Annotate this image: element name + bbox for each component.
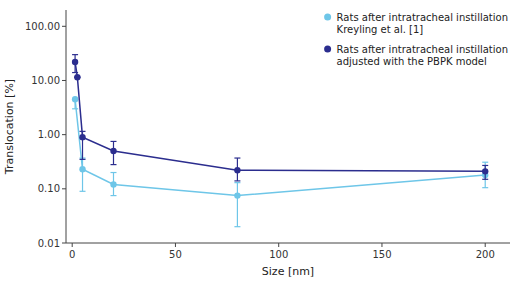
- error-bar-cap: [80, 131, 86, 132]
- y-tick: [62, 188, 66, 189]
- error-bar-cap: [110, 172, 116, 173]
- y-axis-label: Translocation [%]: [3, 79, 16, 175]
- error-bar: [234, 183, 240, 227]
- y-tick: [62, 80, 66, 81]
- error-bar: [80, 131, 86, 159]
- error-bar: [110, 141, 116, 164]
- x-tick: [485, 243, 486, 247]
- error-bar-cap: [72, 72, 78, 73]
- y-axis: [66, 10, 67, 243]
- x-tick-label: 50: [169, 249, 182, 260]
- legend-label-line: Rats after intratracheal instillation: [337, 12, 508, 23]
- x-tick-label: 100: [269, 249, 288, 260]
- error-bar-cap: [234, 226, 240, 227]
- x-tick-label: 0: [69, 249, 75, 260]
- y-tick: [62, 26, 66, 27]
- legend-entry: Rats after intratracheal instillationKre…: [324, 12, 508, 35]
- data-point: [79, 166, 85, 172]
- data-point: [74, 74, 80, 80]
- y-tick-label: 1.00: [38, 129, 60, 140]
- error-bar: [80, 158, 86, 191]
- error-bar-cap: [234, 182, 240, 183]
- error-bar-cap: [482, 165, 488, 166]
- legend-label-line: Kreyling et al. [1]: [337, 24, 424, 35]
- data-point: [72, 59, 78, 65]
- legend-label: Rats after intratracheal instillationadj…: [337, 44, 508, 67]
- error-bar-cap: [72, 54, 78, 55]
- legend: Rats after intratracheal instillationKre…: [324, 12, 508, 67]
- error-bar-cap: [110, 141, 116, 142]
- error-bar: [234, 158, 240, 181]
- error-bar-cap: [234, 157, 240, 158]
- plot-area: [72, 55, 489, 227]
- error-bar-cap: [80, 159, 86, 160]
- error-bar: [482, 162, 488, 187]
- error-bar-stem: [82, 158, 83, 191]
- error-bar-cap: [482, 179, 488, 180]
- data-point: [79, 134, 85, 140]
- y-tick-label: 0.10: [38, 183, 60, 194]
- x-tick: [175, 243, 176, 247]
- x-axis-label: Size [nm]: [262, 265, 314, 278]
- legend-label: Rats after intratracheal instillationKre…: [337, 12, 508, 35]
- y-tick: [62, 134, 66, 135]
- error-bar-cap: [482, 162, 488, 163]
- legend-marker: [324, 46, 331, 53]
- data-point: [110, 148, 116, 154]
- chart: 0 50 100 150 200 0.01 0.10 1.00 10.00 100.00 Size …: [0, 0, 524, 283]
- error-bar-cap: [482, 187, 488, 188]
- data-point: [110, 181, 116, 187]
- x-tick-label: 200: [476, 249, 495, 260]
- data-point: [234, 167, 240, 173]
- legend-label-line: adjusted with the PBPK model: [337, 56, 487, 67]
- legend-entry: Rats after intratracheal instillationadj…: [324, 44, 508, 67]
- error-bar-cap: [80, 191, 86, 192]
- y-tick-label: 10.00: [31, 75, 60, 86]
- legend-marker: [324, 14, 331, 21]
- error-bar: [110, 173, 116, 196]
- x-tick: [72, 243, 73, 247]
- x-tick: [381, 243, 382, 247]
- y-tick: [62, 243, 66, 244]
- y-tick-label: 100.00: [25, 21, 60, 32]
- data-point: [482, 168, 488, 174]
- error-bar-cap: [234, 180, 240, 181]
- error-bar: [482, 165, 488, 179]
- series-line: [75, 62, 485, 171]
- series-line: [75, 99, 485, 195]
- x-tick-label: 150: [372, 249, 391, 260]
- x-axis: [66, 243, 510, 244]
- error-bar-cap: [110, 195, 116, 196]
- data-point: [72, 96, 78, 102]
- error-bar: [72, 55, 78, 73]
- error-bar-cap: [110, 164, 116, 165]
- x-tick: [278, 243, 279, 247]
- legend-label-line: Rats after intratracheal instillation: [337, 44, 508, 55]
- error-bar-cap: [72, 108, 78, 109]
- y-tick-label: 0.01: [38, 238, 60, 249]
- data-point: [234, 192, 240, 198]
- error-bar-stem: [237, 183, 238, 227]
